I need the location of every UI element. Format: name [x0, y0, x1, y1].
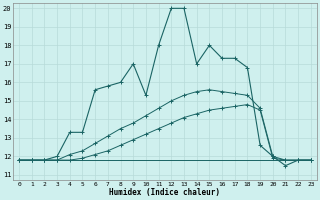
X-axis label: Humidex (Indice chaleur): Humidex (Indice chaleur) [109, 188, 220, 197]
